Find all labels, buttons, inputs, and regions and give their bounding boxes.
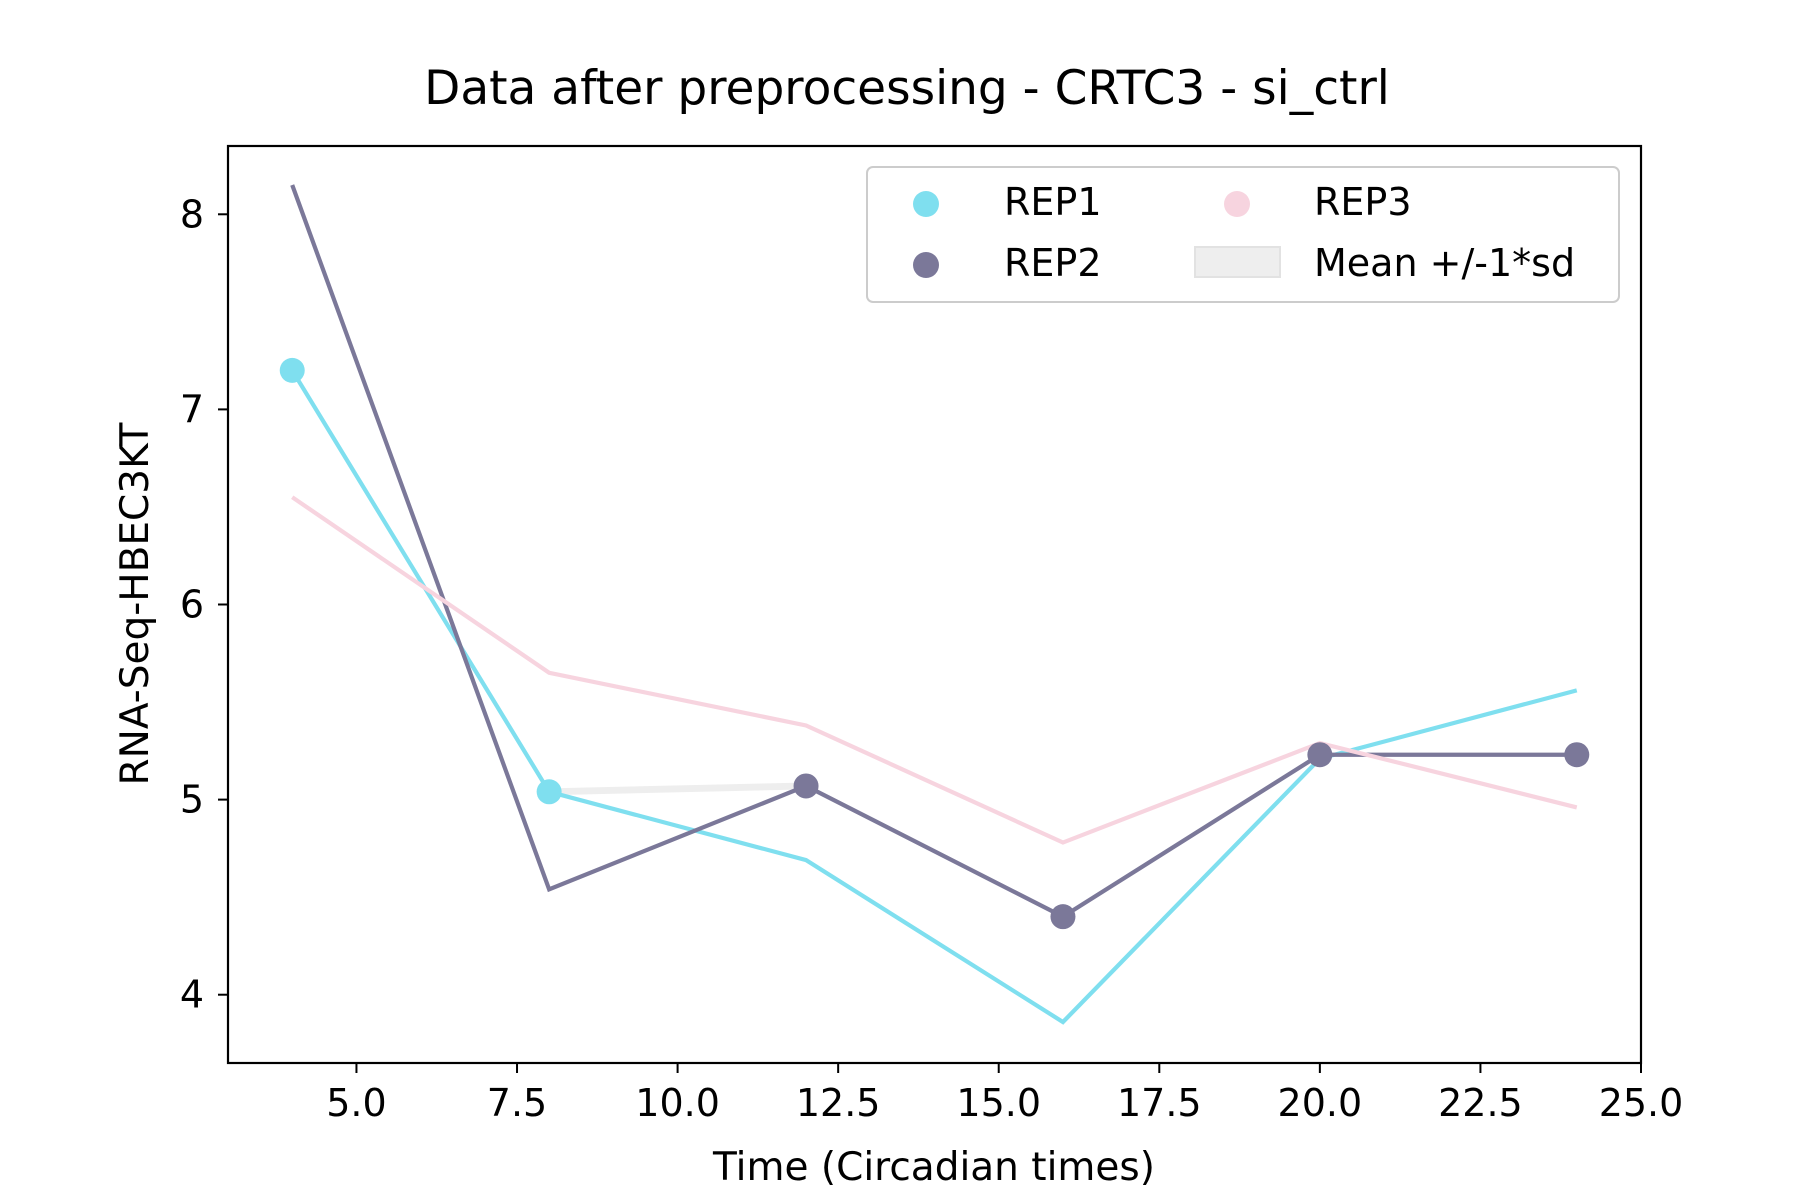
legend-swatch-band bbox=[1194, 246, 1281, 278]
y-tick-label: 8 bbox=[180, 192, 204, 236]
series-points-layer bbox=[279, 357, 1590, 930]
data-point-rep2 bbox=[1564, 742, 1590, 768]
legend-box bbox=[866, 166, 1620, 303]
legend-marker-rep1 bbox=[913, 191, 939, 217]
x-tick-label: 10.0 bbox=[635, 1081, 720, 1125]
y-tick-label: 7 bbox=[180, 387, 204, 431]
data-point-rep2 bbox=[1307, 742, 1333, 768]
x-tick-label: 15.0 bbox=[956, 1081, 1041, 1125]
x-axis-label: Time (Circadian times) bbox=[712, 1145, 1155, 1190]
legend-label-rep1: REP1 bbox=[1004, 180, 1102, 224]
legend-label-band: Mean +/-1*sd bbox=[1314, 241, 1575, 285]
legend-marker-rep3 bbox=[1224, 191, 1250, 217]
x-tick-label: 5.0 bbox=[326, 1081, 386, 1125]
series-line-rep3 bbox=[291, 495, 1578, 845]
x-tick-label: 17.5 bbox=[1117, 1081, 1202, 1125]
legend-marker-rep2 bbox=[913, 252, 939, 278]
y-tick-label: 6 bbox=[180, 583, 204, 627]
x-tick-label: 12.5 bbox=[796, 1081, 881, 1125]
legend: REP1 REP2 REP3 Mean +/-1*sd bbox=[866, 166, 1620, 303]
chart-title: Data after preprocessing - CRTC3 - si_ct… bbox=[424, 61, 1390, 116]
series-line-rep1 bbox=[290, 369, 1578, 1025]
x-tick-label: 22.5 bbox=[1438, 1081, 1523, 1125]
data-point-rep1 bbox=[279, 357, 305, 383]
series-lines-layer bbox=[290, 184, 1578, 1025]
x-tick-label: 25.0 bbox=[1599, 1081, 1684, 1125]
x-tick-label: 7.5 bbox=[487, 1081, 547, 1125]
x-axis-ticks: 5.0 7.5 10.0 12.5 15.0 17.5 20.0 22.5 25.0 bbox=[326, 1063, 1683, 1125]
y-tick-label: 5 bbox=[180, 778, 204, 822]
legend-label-rep2: REP2 bbox=[1004, 241, 1102, 285]
y-axis-ticks: 4 5 6 7 8 bbox=[180, 192, 228, 1017]
data-point-rep1 bbox=[536, 779, 562, 805]
y-tick-label: 4 bbox=[180, 973, 204, 1017]
legend-label-rep3: REP3 bbox=[1314, 180, 1412, 224]
data-point-rep2 bbox=[1050, 904, 1076, 930]
data-point-rep2 bbox=[793, 773, 819, 799]
x-tick-label: 20.0 bbox=[1278, 1081, 1363, 1125]
y-axis-label: RNA-Seq-HBEC3KT bbox=[113, 422, 158, 785]
